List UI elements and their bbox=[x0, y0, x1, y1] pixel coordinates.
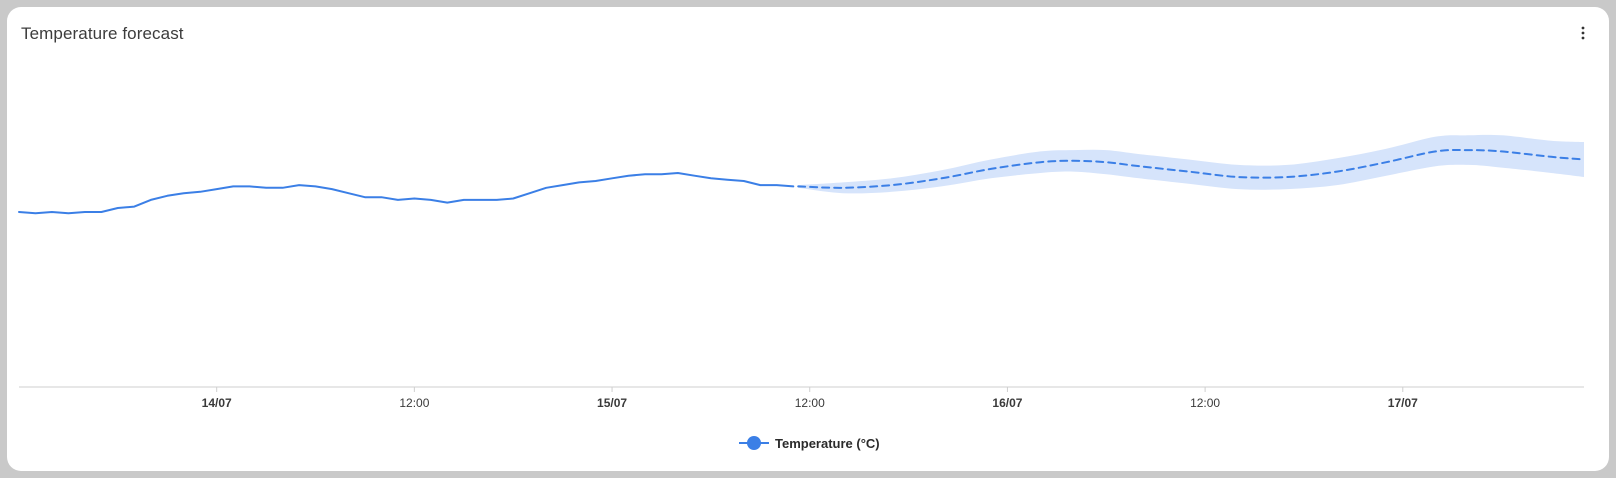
legend-swatch bbox=[739, 434, 769, 452]
temperature-chart: 14/07 12:00 15/07 12:00 16/07 12:00 17/07 bbox=[18, 134, 1585, 410]
legend-swatch-dot bbox=[747, 436, 761, 450]
card-title: Temperature forecast bbox=[21, 24, 184, 43]
temperature-line bbox=[18, 172, 795, 215]
chart-card: Temperature forecast 14/07 12:00 15/07 12:0… bbox=[7, 7, 1609, 471]
series-layer bbox=[18, 148, 1585, 215]
x-tick-label: 12:00 bbox=[795, 396, 825, 410]
x-tick-label: 12:00 bbox=[1190, 396, 1220, 410]
x-tick-labels: 14/07 12:00 15/07 12:00 16/07 12:00 17/07 bbox=[202, 396, 1418, 410]
x-axis bbox=[19, 386, 1584, 392]
x-tick-label: 14/07 bbox=[202, 396, 232, 410]
x-tick-label: 17/07 bbox=[1388, 396, 1418, 410]
legend-label: Temperature (°C) bbox=[775, 435, 880, 451]
forecast-band-layer bbox=[798, 134, 1584, 194]
more-vert-icon bbox=[1581, 26, 1585, 40]
card-menu-button[interactable] bbox=[1571, 21, 1595, 45]
x-tick-label: 15/07 bbox=[597, 396, 627, 410]
legend-item-temperature[interactable]: Temperature (°C) bbox=[739, 434, 880, 452]
forecast-line bbox=[797, 148, 1585, 189]
x-tick-label: 16/07 bbox=[992, 396, 1022, 410]
forecast-confidence-band bbox=[798, 134, 1584, 194]
x-tick-label: 12:00 bbox=[399, 396, 429, 410]
